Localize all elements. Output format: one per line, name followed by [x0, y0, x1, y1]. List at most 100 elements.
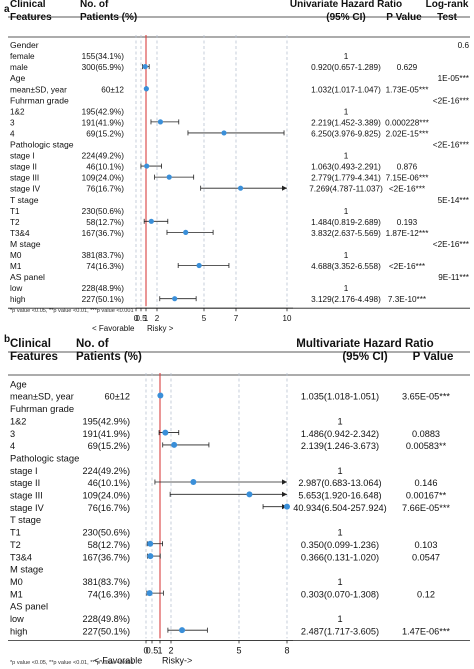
hazard-ratio-value: 40.934(6.504-257.924): [293, 503, 386, 513]
x-axis-tick-label: 2: [155, 314, 160, 323]
feature-label: 1&2: [10, 416, 26, 426]
p-value: 0.146: [415, 478, 438, 488]
feature-label: stage I: [10, 152, 35, 161]
header-clinical-features: Features: [10, 12, 52, 23]
hazard-ratio-value: 0.366(0.131-1.020): [301, 552, 379, 562]
feature-label: stage IV: [10, 185, 41, 194]
ci-arrow: [282, 185, 287, 191]
x-axis-tick-label: 8: [284, 645, 289, 655]
p-value: 0.00167**: [406, 491, 447, 501]
hazard-ratio-point: [171, 441, 178, 448]
p-value: <2E-16***: [389, 262, 426, 271]
group-label: Age: [10, 378, 27, 389]
p-value: 2.02E-15***: [386, 129, 430, 138]
header-patients: No. of: [80, 0, 109, 10]
p-value: 0.0883: [412, 429, 440, 439]
feature-label: T2: [10, 540, 21, 550]
hazard-ratio-value: 3.832(2.637-5.569): [311, 229, 381, 238]
group-label: Gender: [10, 40, 39, 50]
panel-a-univariate: a Clinical Features No. of Patients (%) Univa…: [4, 0, 470, 333]
x-axis-tick-label: 1: [157, 645, 162, 655]
hazard-ratio-value: 1.063(0.493-2.291): [311, 163, 381, 172]
patients-value: 224(49.2%): [83, 466, 131, 476]
footnote: *p value <0.05, **p value <0.01, ***p va…: [10, 308, 134, 314]
hazard-ratio-value: 0.350(0.099-1.236): [301, 540, 379, 550]
header-patients: Patients (%): [80, 12, 137, 23]
p-value: 0.0547: [412, 552, 440, 562]
feature-label: high: [10, 626, 27, 636]
p-value: 0.00583**: [406, 441, 447, 451]
feature-label: stage III: [10, 491, 43, 501]
patients-value: 228(49.8%): [83, 614, 131, 624]
hazard-ratio-point: [142, 64, 148, 70]
axis-caption-favorable: < Favorable: [92, 324, 135, 333]
p-value: 1.87E-12***: [386, 229, 430, 238]
hazard-ratio-value: 7.269(4.787-11.037): [309, 185, 383, 194]
hazard-ratio-value: 5.653(1.920-16.648): [298, 491, 381, 501]
patients-value: 69(15.2%): [88, 441, 130, 451]
p-value: 0.103: [415, 540, 438, 550]
patients-value: 227(50.1%): [82, 295, 125, 304]
patients-value: 76(16.7%): [86, 185, 124, 194]
feature-label: T1: [10, 528, 21, 538]
feature-label: M1: [10, 589, 23, 599]
hazard-ratio-point: [157, 392, 164, 399]
patients-value: 74(16.3%): [86, 262, 124, 271]
feature-label: mean±SD, year: [10, 85, 67, 94]
hazard-ratio-point: [237, 185, 244, 191]
feature-label: low: [10, 284, 22, 293]
feature-label: male: [10, 63, 28, 72]
logrank-value: 1E-05***: [438, 74, 470, 83]
patients-value: 69(15.2%): [86, 129, 124, 138]
p-value: 0.629: [397, 63, 418, 72]
p-value: 1.73E-05***: [386, 85, 430, 94]
hazard-ratio-value: 0.303(0.070-1.308): [301, 589, 379, 599]
ci-arrow: [282, 479, 287, 485]
hazard-ratio-point: [143, 86, 149, 92]
hazard-ratio-value: 1: [337, 528, 342, 538]
hazard-ratio-point: [144, 163, 150, 169]
hazard-ratio-value: 1: [344, 107, 349, 116]
group-label: Fuhrman grade: [10, 95, 69, 105]
hazard-ratio-point: [147, 553, 154, 560]
x-axis-tick-label: 10: [283, 314, 292, 323]
hazard-ratio-point: [172, 296, 178, 302]
group-label: T stage: [10, 514, 41, 525]
hazard-ratio-point: [246, 491, 253, 498]
hazard-ratio-value: 2.487(1.717-3.605): [301, 626, 379, 636]
axis-caption-risky: Risky->: [162, 655, 192, 665]
header-p-value: P Value: [413, 351, 454, 363]
header-hazard-ratio: (95% CI): [326, 12, 365, 23]
p-value: 7.15E-06***: [386, 174, 430, 183]
patients-value: 195(42.9%): [83, 416, 131, 426]
header-clinical-features: Features: [10, 351, 58, 363]
hazard-ratio-value: 2.779(1.779-4.341): [311, 174, 381, 183]
feature-label: 1&2: [10, 107, 25, 116]
x-axis-tick-label: 7: [234, 314, 239, 323]
group-label: AS panel: [10, 272, 45, 282]
x-axis-tick-label: 1: [144, 314, 149, 323]
feature-label: high: [10, 295, 26, 304]
patients-value: 167(36.7%): [83, 552, 131, 562]
hazard-ratio-value: 1: [344, 251, 349, 260]
hazard-ratio-value: 4.688(3.352-6.558): [311, 262, 381, 271]
logrank-value: <2E-16***: [433, 96, 470, 105]
ci-arrow: [282, 491, 287, 497]
hazard-ratio-point: [221, 130, 227, 136]
hazard-ratio-point: [147, 540, 154, 547]
hazard-ratio-value: 1: [337, 614, 342, 624]
patients-value: 167(36.7%): [82, 229, 125, 238]
group-label: M stage: [10, 239, 41, 249]
patients-value: 74(16.3%): [88, 589, 130, 599]
feature-label: M0: [10, 251, 22, 260]
panel-label: b: [4, 334, 10, 345]
group-label: T stage: [10, 195, 39, 205]
feature-label: stage II: [10, 478, 40, 488]
header-patients: Patients (%): [76, 351, 142, 363]
patients-value: 381(83.7%): [82, 251, 125, 260]
patients-value: 191(41.9%): [82, 118, 125, 127]
hazard-ratio-value: 1: [344, 207, 349, 216]
header-hazard-ratio: Multivariate Hazard Ratio: [296, 338, 433, 350]
hazard-ratio-value: 1.035(1.018-1.051): [301, 392, 379, 402]
